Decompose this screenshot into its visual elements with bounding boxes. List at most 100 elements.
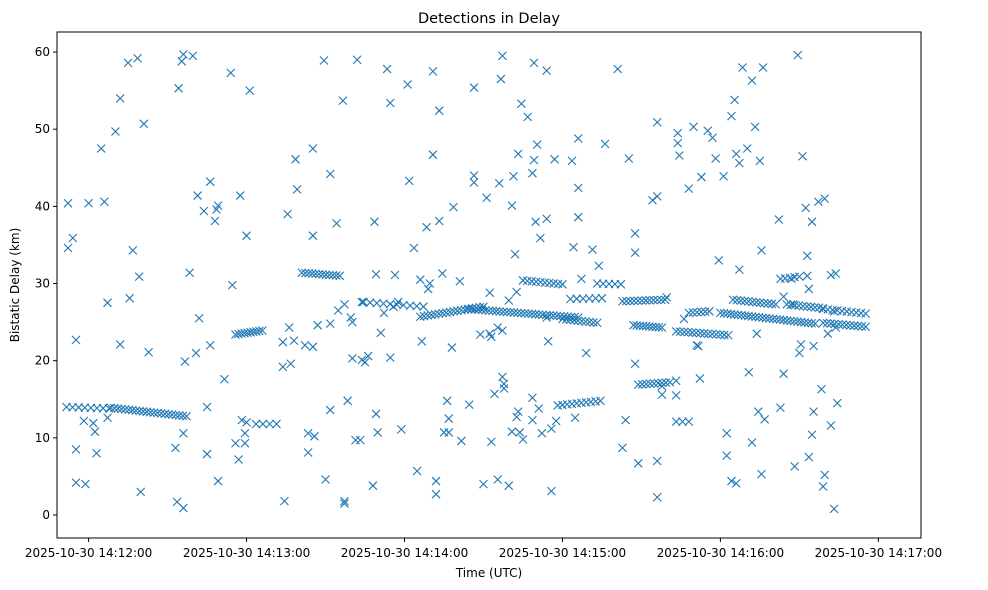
data-point (466, 304, 476, 314)
data-point (289, 336, 299, 346)
data-point (84, 198, 93, 208)
data-point (227, 280, 237, 290)
data-point (779, 315, 788, 325)
data-point (403, 80, 413, 89)
data-point (714, 255, 724, 265)
data-point (674, 151, 684, 160)
data-point (829, 306, 839, 316)
data-point (695, 374, 705, 383)
data-point (767, 299, 777, 309)
data-point (810, 302, 820, 312)
data-point (493, 323, 503, 332)
data-point (469, 171, 479, 180)
data-point (616, 279, 626, 289)
data-point (529, 58, 539, 68)
data-point (431, 489, 441, 499)
data-point (826, 421, 836, 430)
x-tick-label: 2025-10-30 14:15:00 (499, 546, 626, 560)
data-point (357, 297, 367, 307)
data-point (708, 133, 717, 143)
data-point (396, 424, 406, 434)
data-point (325, 270, 334, 280)
data-point (115, 93, 125, 103)
data-point (715, 330, 725, 340)
data-point (818, 318, 828, 328)
data-point (355, 435, 365, 445)
data-point (488, 306, 498, 316)
data-point (280, 496, 289, 506)
data-point (806, 302, 816, 312)
data-point (801, 203, 811, 213)
data-point (506, 307, 515, 317)
data-point (226, 68, 236, 78)
data-point (794, 301, 804, 311)
x-axis-ticks: 2025-10-30 14:12:00 2025-10-30 14:13:00 20… (25, 538, 942, 560)
data-point (768, 314, 778, 324)
data-point (742, 144, 752, 153)
data-point (548, 311, 558, 320)
data-point (291, 154, 300, 164)
data-point (370, 217, 379, 227)
data-point (803, 318, 813, 328)
data-point (509, 171, 518, 181)
data-point (618, 296, 627, 306)
data-point (820, 194, 830, 204)
data-point (507, 427, 517, 437)
data-point (430, 309, 440, 319)
data-point (813, 197, 823, 207)
data-point (507, 201, 517, 210)
data-point (423, 311, 433, 320)
data-point (325, 319, 335, 329)
data-point (493, 475, 503, 484)
data-point (657, 381, 667, 391)
data-point (829, 504, 839, 514)
data-point (479, 479, 488, 489)
data-point (428, 150, 438, 160)
data-point (565, 294, 575, 304)
data-point (445, 307, 455, 317)
data-point (332, 218, 341, 228)
x-tick-label: 2025-10-30 14:12:00 (25, 546, 152, 560)
data-point (515, 428, 525, 437)
data-point (71, 478, 81, 487)
data-point (425, 279, 435, 288)
data-point (807, 318, 817, 328)
data-point (630, 359, 640, 369)
data-point (63, 198, 73, 208)
data-point (481, 305, 490, 315)
data-point (242, 231, 251, 241)
data-point (534, 404, 544, 413)
data-point (178, 49, 188, 59)
data-point (455, 276, 465, 286)
data-point (794, 348, 804, 358)
data-point (335, 271, 345, 281)
data-point (412, 466, 422, 476)
data-point (251, 419, 261, 429)
data-point (498, 307, 508, 317)
y-tick-label: 20 (35, 354, 50, 368)
data-point (528, 393, 537, 403)
data-point (456, 436, 466, 446)
data-point (857, 322, 867, 331)
data-point (321, 270, 331, 280)
data-point (393, 297, 403, 307)
data-point (240, 438, 250, 448)
data-point (818, 482, 828, 491)
data-point (794, 272, 804, 281)
data-point (513, 149, 523, 159)
data-point (807, 217, 817, 227)
data-point (417, 337, 427, 346)
data-point (286, 359, 296, 369)
data-point (755, 156, 765, 166)
data-point (242, 418, 251, 427)
data-point (594, 261, 604, 271)
data-point (802, 251, 812, 261)
data-point (372, 298, 382, 308)
data-point (649, 295, 658, 305)
data-point (573, 134, 583, 143)
data-point (727, 476, 736, 486)
data-point (810, 319, 820, 329)
data-point (552, 311, 562, 321)
data-point (71, 335, 81, 345)
data-point (581, 317, 591, 326)
